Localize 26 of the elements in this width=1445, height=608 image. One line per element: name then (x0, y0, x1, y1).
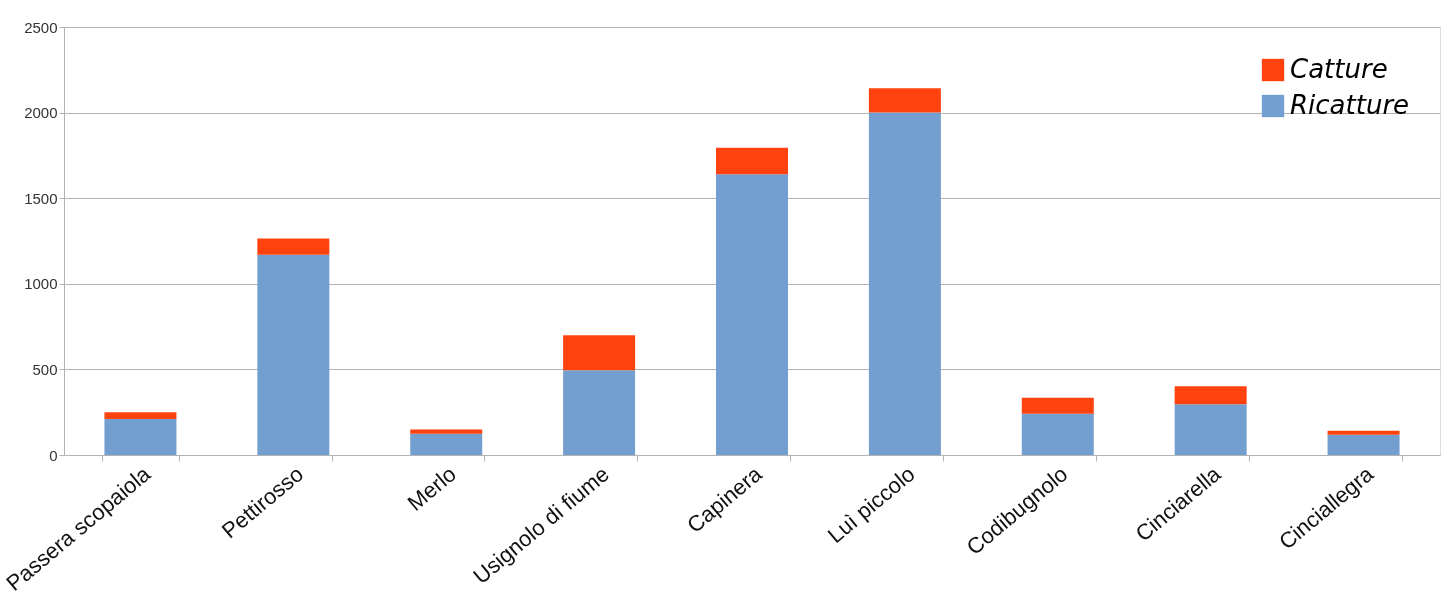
y-tick-label: 0 (49, 446, 58, 464)
bar (716, 174, 788, 455)
bar (868, 112, 941, 455)
bar (257, 254, 330, 455)
bar (410, 429, 483, 434)
legend-label: Ricatture (1290, 90, 1410, 120)
bar (257, 238, 330, 255)
bar (1327, 430, 1400, 435)
bar (1327, 434, 1400, 455)
bar (410, 433, 483, 455)
bar (563, 335, 636, 371)
bar (868, 88, 941, 113)
bar (1174, 404, 1247, 455)
bar (1021, 397, 1094, 414)
bar (104, 419, 177, 455)
y-tick-label: 500 (32, 360, 58, 378)
bar (1174, 386, 1247, 405)
y-tick-label: 2500 (24, 18, 58, 36)
bar (563, 370, 636, 455)
y-tick-label: 1500 (24, 189, 58, 207)
y-tick-label: 1000 (24, 275, 58, 293)
bar (104, 412, 177, 420)
y-tick-label: 2000 (24, 104, 58, 122)
bar (1021, 413, 1094, 455)
bar (716, 147, 788, 175)
legend-label: Catture (1290, 54, 1388, 84)
